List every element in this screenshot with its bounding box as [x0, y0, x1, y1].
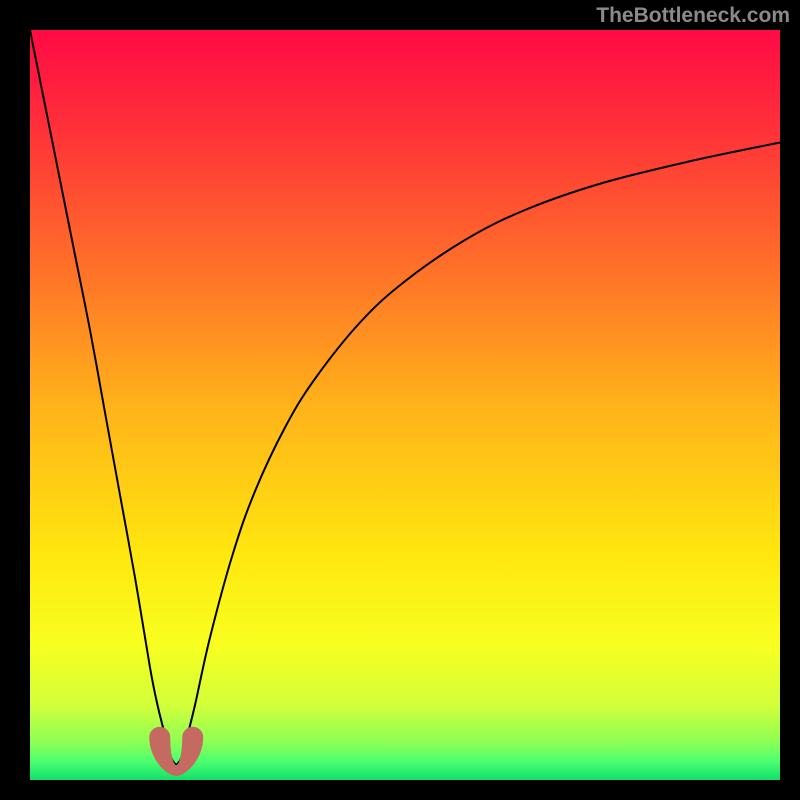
source-watermark: TheBottleneck.com — [596, 4, 790, 28]
curve-overlay — [30, 30, 780, 780]
plot-region — [30, 30, 780, 780]
bottleneck-curve-right — [176, 143, 780, 766]
minimum-marker-cluster — [149, 727, 203, 776]
bottleneck-curve-left — [30, 30, 176, 765]
chart-container: TheBottleneck.com — [0, 0, 800, 800]
